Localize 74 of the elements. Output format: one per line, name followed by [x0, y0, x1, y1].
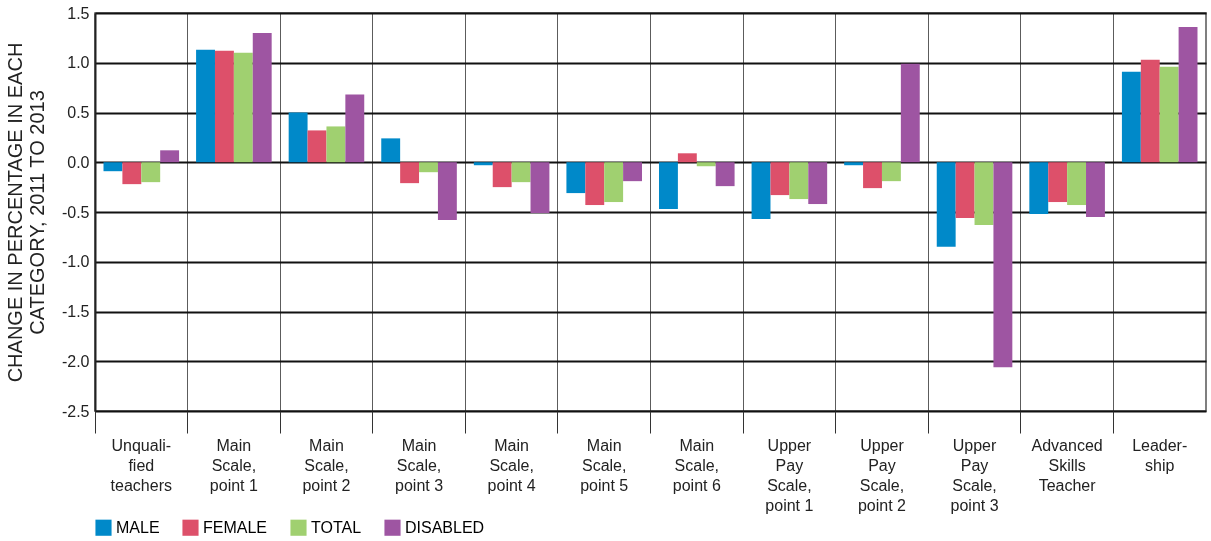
x-tick-label: Main Scale, point 1	[209, 436, 258, 494]
bar	[955, 162, 975, 218]
bar	[1067, 162, 1087, 206]
bar	[1140, 59, 1160, 163]
legend-label: MALE	[116, 518, 160, 536]
x-tick-label: Upper Pay Scale, point 3	[950, 436, 999, 514]
x-tick-label: Upper Pay Scale, point 2	[857, 436, 907, 514]
y-tick-label: -0.5	[61, 203, 90, 221]
bar	[604, 162, 624, 203]
bar	[566, 162, 586, 194]
bar	[677, 153, 697, 163]
bar	[900, 63, 920, 163]
bar	[1086, 162, 1105, 217]
bar	[1159, 66, 1179, 163]
bar	[160, 150, 180, 163]
bar	[1048, 162, 1068, 203]
y-tick-label: -1.5	[61, 303, 90, 320]
x-tick-label: Upper Pay Scale, point 1	[765, 436, 814, 514]
bar	[659, 162, 678, 210]
x-tick-label: Main Scale, point 6	[672, 436, 721, 494]
bar	[715, 162, 735, 187]
bar	[1121, 71, 1141, 163]
bar	[1178, 26, 1198, 163]
legend-label: TOTAL	[311, 518, 362, 536]
bar	[345, 94, 365, 163]
y-tick-label: -2.5	[61, 402, 90, 420]
x-tick-label: Unquali- fied teachers	[110, 436, 172, 494]
y-tick-label: -1.0	[61, 253, 90, 271]
bar	[511, 162, 531, 183]
bar	[288, 112, 308, 163]
x-tick-label: Leader- ship	[1132, 436, 1188, 474]
bar	[252, 32, 272, 163]
bar	[881, 162, 901, 182]
x-tick-label: Main Scale, point 5	[580, 436, 629, 494]
y-tick-label: 0.5	[67, 104, 90, 121]
legend-label: FEMALE	[203, 518, 268, 536]
bar	[103, 162, 123, 172]
bar	[492, 162, 512, 188]
bar	[623, 162, 642, 182]
bar	[196, 49, 215, 163]
bar	[214, 50, 234, 163]
bar	[585, 162, 605, 206]
bar	[936, 162, 956, 247]
bar	[326, 126, 346, 163]
bar	[808, 162, 828, 205]
bar	[751, 162, 771, 219]
bar	[233, 52, 253, 163]
x-tick-label: Main Scale, point 3	[395, 436, 444, 494]
bar	[530, 162, 550, 213]
bar	[381, 138, 401, 163]
bar	[419, 162, 438, 173]
bar	[473, 162, 493, 166]
x-tick-label: Advanced Skills Teacher	[1031, 436, 1103, 494]
bar	[122, 162, 142, 185]
bar	[789, 162, 809, 200]
y-tick-label: -2.0	[61, 352, 90, 370]
bar	[993, 162, 1013, 368]
bar	[307, 130, 327, 163]
bar	[141, 162, 161, 183]
bar	[696, 162, 716, 167]
bar	[974, 162, 994, 225]
y-tick-label: 1.5	[67, 4, 90, 22]
y-tick-label: 0.0	[67, 153, 90, 171]
bar	[863, 162, 882, 189]
bar	[1029, 162, 1049, 214]
x-tick-label: Main Scale, point 4	[487, 436, 536, 494]
bar	[844, 162, 864, 166]
x-tick-label: Main Scale, point 2	[302, 436, 351, 494]
y-axis-title: CHANGE IN PERCENTAGE IN EACH CATEGORY, 2011 TO 2013	[3, 42, 48, 383]
bar	[400, 162, 420, 184]
bar	[437, 162, 457, 220]
y-tick-label: 1.0	[67, 54, 90, 72]
legend-label: DISABLED	[405, 518, 485, 536]
bar	[770, 162, 790, 196]
